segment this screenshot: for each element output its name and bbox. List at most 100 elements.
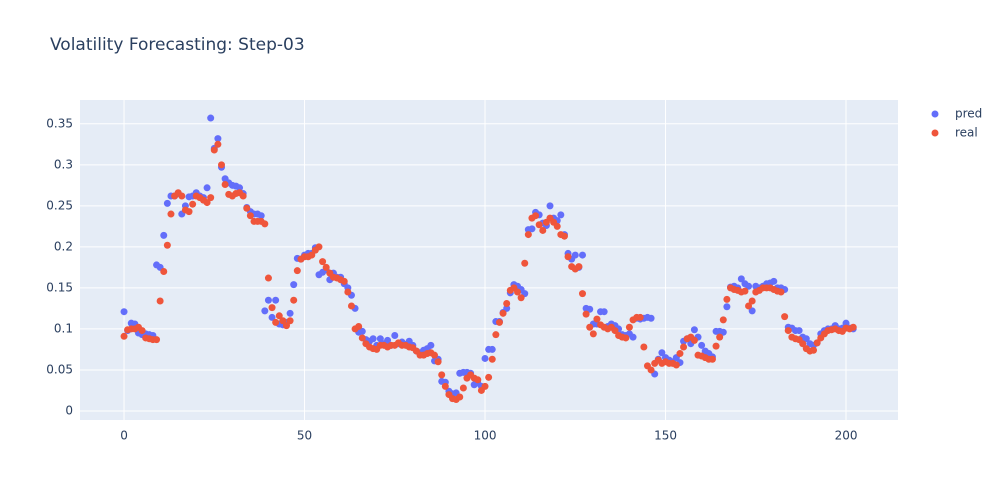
legend-marker[interactable]: [931, 110, 939, 118]
point: [207, 194, 215, 202]
point: [272, 318, 280, 326]
point: [308, 251, 316, 259]
point: [781, 313, 789, 321]
point: [842, 319, 850, 327]
point: [737, 275, 745, 283]
point: [578, 290, 586, 298]
point: [272, 296, 280, 304]
point: [532, 212, 540, 220]
point: [391, 331, 399, 339]
point: [539, 226, 547, 234]
point: [218, 161, 226, 169]
point: [214, 135, 222, 143]
point: [517, 294, 525, 302]
point: [160, 231, 168, 239]
point: [698, 341, 706, 349]
point: [488, 355, 496, 363]
point: [279, 317, 287, 325]
point: [286, 309, 294, 317]
point: [347, 302, 355, 310]
point: [369, 335, 377, 343]
point: [163, 199, 171, 207]
point: [153, 336, 161, 344]
point: [795, 327, 803, 335]
point: [214, 140, 222, 148]
point: [236, 184, 244, 192]
point: [716, 333, 724, 341]
point: [676, 350, 684, 358]
point: [358, 334, 366, 342]
point: [748, 297, 756, 305]
point: [672, 361, 680, 369]
point: [268, 304, 276, 312]
point: [712, 342, 720, 350]
point: [810, 346, 818, 354]
point: [488, 345, 496, 353]
point: [282, 322, 290, 330]
point: [376, 335, 384, 343]
x-tick-label: 0: [120, 429, 128, 443]
point: [160, 267, 168, 275]
point: [156, 297, 164, 305]
point: [625, 323, 633, 331]
point: [210, 146, 218, 154]
point: [640, 343, 648, 351]
point: [514, 288, 522, 296]
point: [719, 316, 727, 324]
point: [745, 302, 753, 310]
point: [434, 358, 442, 366]
y-tick-label: 0.1: [54, 321, 73, 335]
y-tick-label: 0.3: [54, 157, 73, 171]
point: [535, 221, 543, 229]
y-tick-label: 0.2: [54, 239, 73, 253]
y-tick-label: 0.25: [46, 198, 73, 212]
point: [384, 336, 392, 344]
y-tick-label: 0.35: [46, 116, 73, 130]
point: [243, 204, 251, 212]
y-tick-label: 0.05: [46, 362, 73, 376]
point: [680, 343, 688, 351]
point: [586, 305, 594, 313]
point: [456, 393, 464, 401]
legend-label[interactable]: pred: [955, 107, 982, 121]
point: [575, 263, 583, 271]
chart-title: Volatility Forecasting: Step-03: [50, 35, 305, 55]
point: [344, 288, 352, 296]
point: [553, 222, 561, 230]
point: [286, 317, 294, 325]
point: [777, 288, 785, 296]
point: [246, 212, 254, 220]
point: [611, 327, 619, 335]
point: [784, 327, 792, 335]
point: [239, 192, 247, 200]
point: [203, 184, 211, 192]
point: [647, 314, 655, 322]
point: [748, 307, 756, 315]
point: [459, 384, 467, 392]
point: [189, 200, 197, 208]
legend-label[interactable]: real: [955, 126, 978, 140]
point: [275, 312, 283, 320]
point: [485, 373, 493, 381]
point: [524, 231, 532, 239]
point: [438, 371, 446, 379]
point: [441, 382, 449, 390]
point: [622, 334, 630, 342]
point: [586, 323, 594, 331]
point: [557, 211, 565, 219]
legend-marker[interactable]: [931, 129, 939, 137]
point: [600, 308, 608, 316]
point: [185, 208, 193, 216]
point: [571, 251, 579, 259]
point: [264, 296, 272, 304]
x-tick-label: 50: [297, 429, 312, 443]
point: [203, 199, 211, 207]
point: [578, 251, 586, 259]
point: [264, 274, 272, 282]
point: [495, 318, 503, 326]
point: [629, 333, 637, 341]
point: [503, 299, 511, 307]
point: [492, 331, 500, 339]
point: [120, 308, 128, 316]
point: [723, 303, 731, 311]
